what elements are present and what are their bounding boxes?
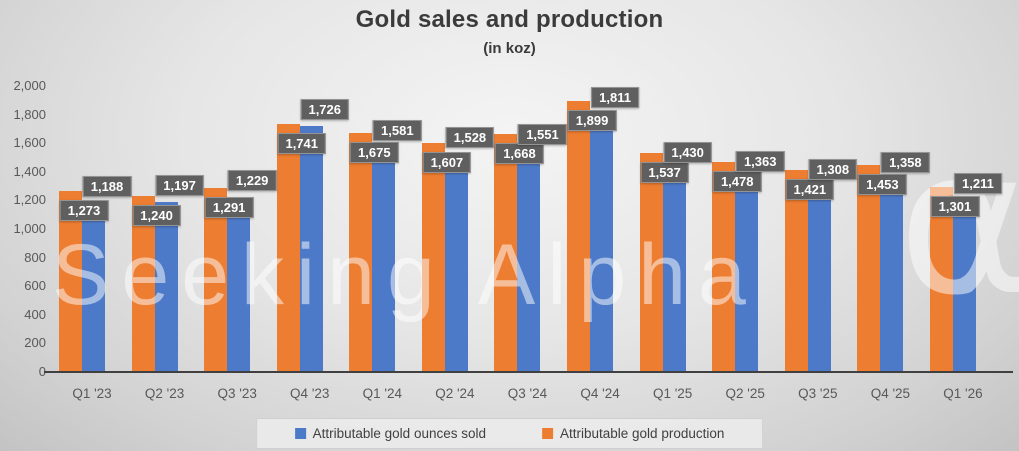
x-axis-tick-label: Q1 '26 bbox=[943, 386, 983, 401]
legend-item: Attributable gold ounces sold bbox=[294, 426, 486, 441]
data-label-sold: 1,188 bbox=[82, 176, 132, 198]
data-label-sold: 1,229 bbox=[227, 170, 277, 192]
data-label-production: 1,453 bbox=[858, 174, 907, 196]
legend: Attributable gold ounces sold Attributabl… bbox=[255, 418, 764, 449]
x-axis-tick-label: Q4 '24 bbox=[580, 386, 620, 401]
bar-production-q3-25 bbox=[784, 169, 808, 373]
data-label-production: 1,675 bbox=[350, 142, 399, 164]
x-axis-tick-label: Q1 '25 bbox=[652, 386, 693, 401]
x-axis-tick-label: Q3 '25 bbox=[798, 386, 838, 401]
bar-sold-q3-24 bbox=[517, 151, 541, 373]
bar-sold-q1-25 bbox=[662, 168, 686, 373]
bar-sold-q1-26 bbox=[952, 199, 976, 373]
data-label-production: 1,240 bbox=[132, 204, 181, 226]
data-label-sold: 1,528 bbox=[445, 127, 495, 149]
x-axis-tick-label: Q2 '23 bbox=[144, 386, 185, 401]
y-axis-tick-label: 600 bbox=[24, 278, 46, 294]
bar-production-q4-23 bbox=[276, 124, 300, 373]
bar-production-q2-25 bbox=[712, 161, 736, 373]
y-axis-tick-label: 0 bbox=[38, 364, 46, 379]
data-label-sold: 1,197 bbox=[155, 174, 204, 196]
x-axis-line bbox=[44, 371, 1013, 373]
y-axis-tick-label: 1,600 bbox=[13, 135, 46, 151]
data-label-sold: 1,430 bbox=[663, 141, 712, 163]
chart-subtitle: (in koz) bbox=[483, 40, 536, 57]
data-label-sold: 1,811 bbox=[591, 87, 639, 109]
y-axis-tick-label: 1,400 bbox=[13, 163, 46, 179]
data-label-production: 1,291 bbox=[204, 197, 254, 219]
data-label-sold: 1,726 bbox=[300, 99, 350, 121]
y-axis-tick-label: 2,000 bbox=[13, 78, 46, 93]
bar-production-q1-25 bbox=[639, 153, 663, 373]
x-axis-tick-label: Q4 '23 bbox=[290, 386, 330, 401]
data-label-production: 1,301 bbox=[930, 195, 980, 217]
data-label-sold: 1,581 bbox=[373, 119, 422, 141]
data-label-production: 1,421 bbox=[785, 178, 835, 200]
legend-item: Attributable gold production bbox=[542, 426, 724, 441]
y-axis-tick-label: 800 bbox=[24, 249, 46, 265]
x-axis-tick-label: Q3 '24 bbox=[507, 386, 548, 401]
bar-production-q1-23 bbox=[59, 190, 82, 373]
bar-sold-q3-23 bbox=[227, 197, 251, 373]
bar-sold-q4-24 bbox=[590, 114, 614, 373]
data-label-production: 1,668 bbox=[495, 143, 544, 165]
bar-sold-q1-23 bbox=[82, 203, 105, 373]
y-axis-tick-label: 1,800 bbox=[13, 106, 46, 122]
bar-production-q4-24 bbox=[567, 101, 591, 373]
data-label-production: 1,478 bbox=[712, 170, 762, 192]
x-axis-tick-label: Q2 '24 bbox=[435, 386, 475, 401]
data-label-sold: 1,211 bbox=[954, 172, 1002, 194]
x-axis-tick-label: Q2 '25 bbox=[725, 386, 765, 401]
legend-label: Attributable gold production bbox=[560, 426, 725, 441]
bar-sold-q4-25 bbox=[880, 178, 904, 373]
y-axis-tick-label: 1,000 bbox=[13, 221, 46, 236]
bar-production-q1-26 bbox=[929, 186, 953, 373]
bar-sold-q2-23 bbox=[154, 201, 178, 373]
y-axis-tick-label: 1,200 bbox=[13, 192, 46, 208]
bar-production-q4-25 bbox=[857, 165, 881, 373]
data-label-production: 1,899 bbox=[567, 110, 617, 132]
data-label-sold: 1,551 bbox=[518, 124, 567, 146]
y-axis-tick-label: 400 bbox=[24, 306, 46, 322]
legend-swatch-icon bbox=[294, 428, 306, 439]
bar-sold-q2-25 bbox=[735, 178, 759, 373]
bar-production-q3-24 bbox=[494, 134, 518, 373]
x-axis-tick-label: Q1 '24 bbox=[362, 386, 402, 401]
bar-production-q2-23 bbox=[131, 195, 155, 373]
x-axis-tick-label: Q4 '25 bbox=[870, 386, 911, 401]
chart-title: Gold sales and production bbox=[355, 6, 664, 33]
data-label-production: 1,273 bbox=[59, 199, 109, 221]
bar-production-q1-24 bbox=[349, 133, 373, 373]
legend-swatch-icon bbox=[542, 428, 553, 439]
legend-label: Attributable gold ounces sold bbox=[312, 426, 486, 441]
bar-sold-q4-23 bbox=[299, 126, 323, 373]
data-label-production: 1,607 bbox=[422, 152, 472, 174]
bar-sold-q2-24 bbox=[444, 154, 468, 373]
data-label-sold: 1,308 bbox=[808, 158, 858, 180]
bar-production-q2-24 bbox=[421, 143, 445, 373]
data-label-production: 1,537 bbox=[640, 162, 689, 184]
data-label-sold: 1,363 bbox=[735, 151, 785, 173]
bar-sold-q3-25 bbox=[807, 185, 831, 373]
x-axis-tick-label: Q1 '23 bbox=[72, 386, 112, 401]
y-axis-tick-label: 200 bbox=[24, 335, 46, 351]
data-label-sold: 1,358 bbox=[881, 151, 930, 173]
bar-production-q3-23 bbox=[204, 188, 228, 373]
data-label-production: 1,741 bbox=[277, 133, 327, 155]
x-axis-tick-label: Q3 '23 bbox=[217, 386, 257, 401]
bar-sold-q1-24 bbox=[372, 146, 396, 373]
